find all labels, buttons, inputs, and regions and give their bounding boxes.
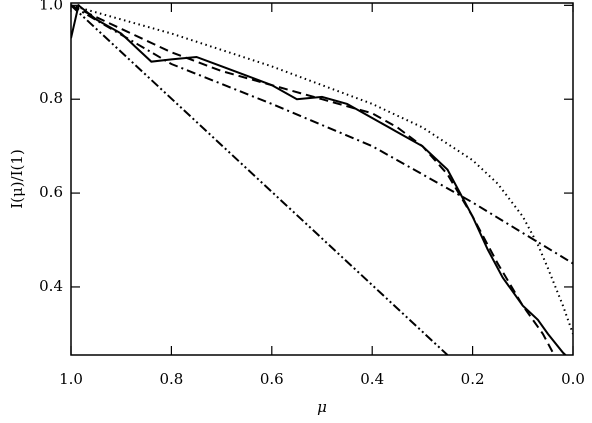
- series-line: [71, 4, 573, 335]
- y-tick-label: 0.8: [39, 89, 63, 107]
- series-line: [71, 4, 449, 355]
- x-tick-label: 0.4: [360, 370, 384, 388]
- y-tick-label: 0.4: [39, 277, 63, 295]
- plot-area: [71, 3, 573, 355]
- series-line: [71, 3, 567, 355]
- x-tick-label: 0.0: [561, 370, 585, 388]
- y-tick-label: 1.0: [39, 0, 63, 13]
- x-tick-label: 0.2: [461, 370, 485, 388]
- y-axis-label: I(μ)/I(1): [8, 149, 26, 209]
- x-axis-label: μ: [317, 398, 327, 416]
- plot-frame: [70, 2, 574, 356]
- x-tick-label: 0.8: [159, 370, 183, 388]
- x-tick-label: 1.0: [59, 370, 83, 388]
- series-line: [71, 4, 554, 354]
- x-tick-label: 0.6: [260, 370, 284, 388]
- y-tick-label: 0.6: [39, 183, 63, 201]
- series-line: [71, 4, 573, 265]
